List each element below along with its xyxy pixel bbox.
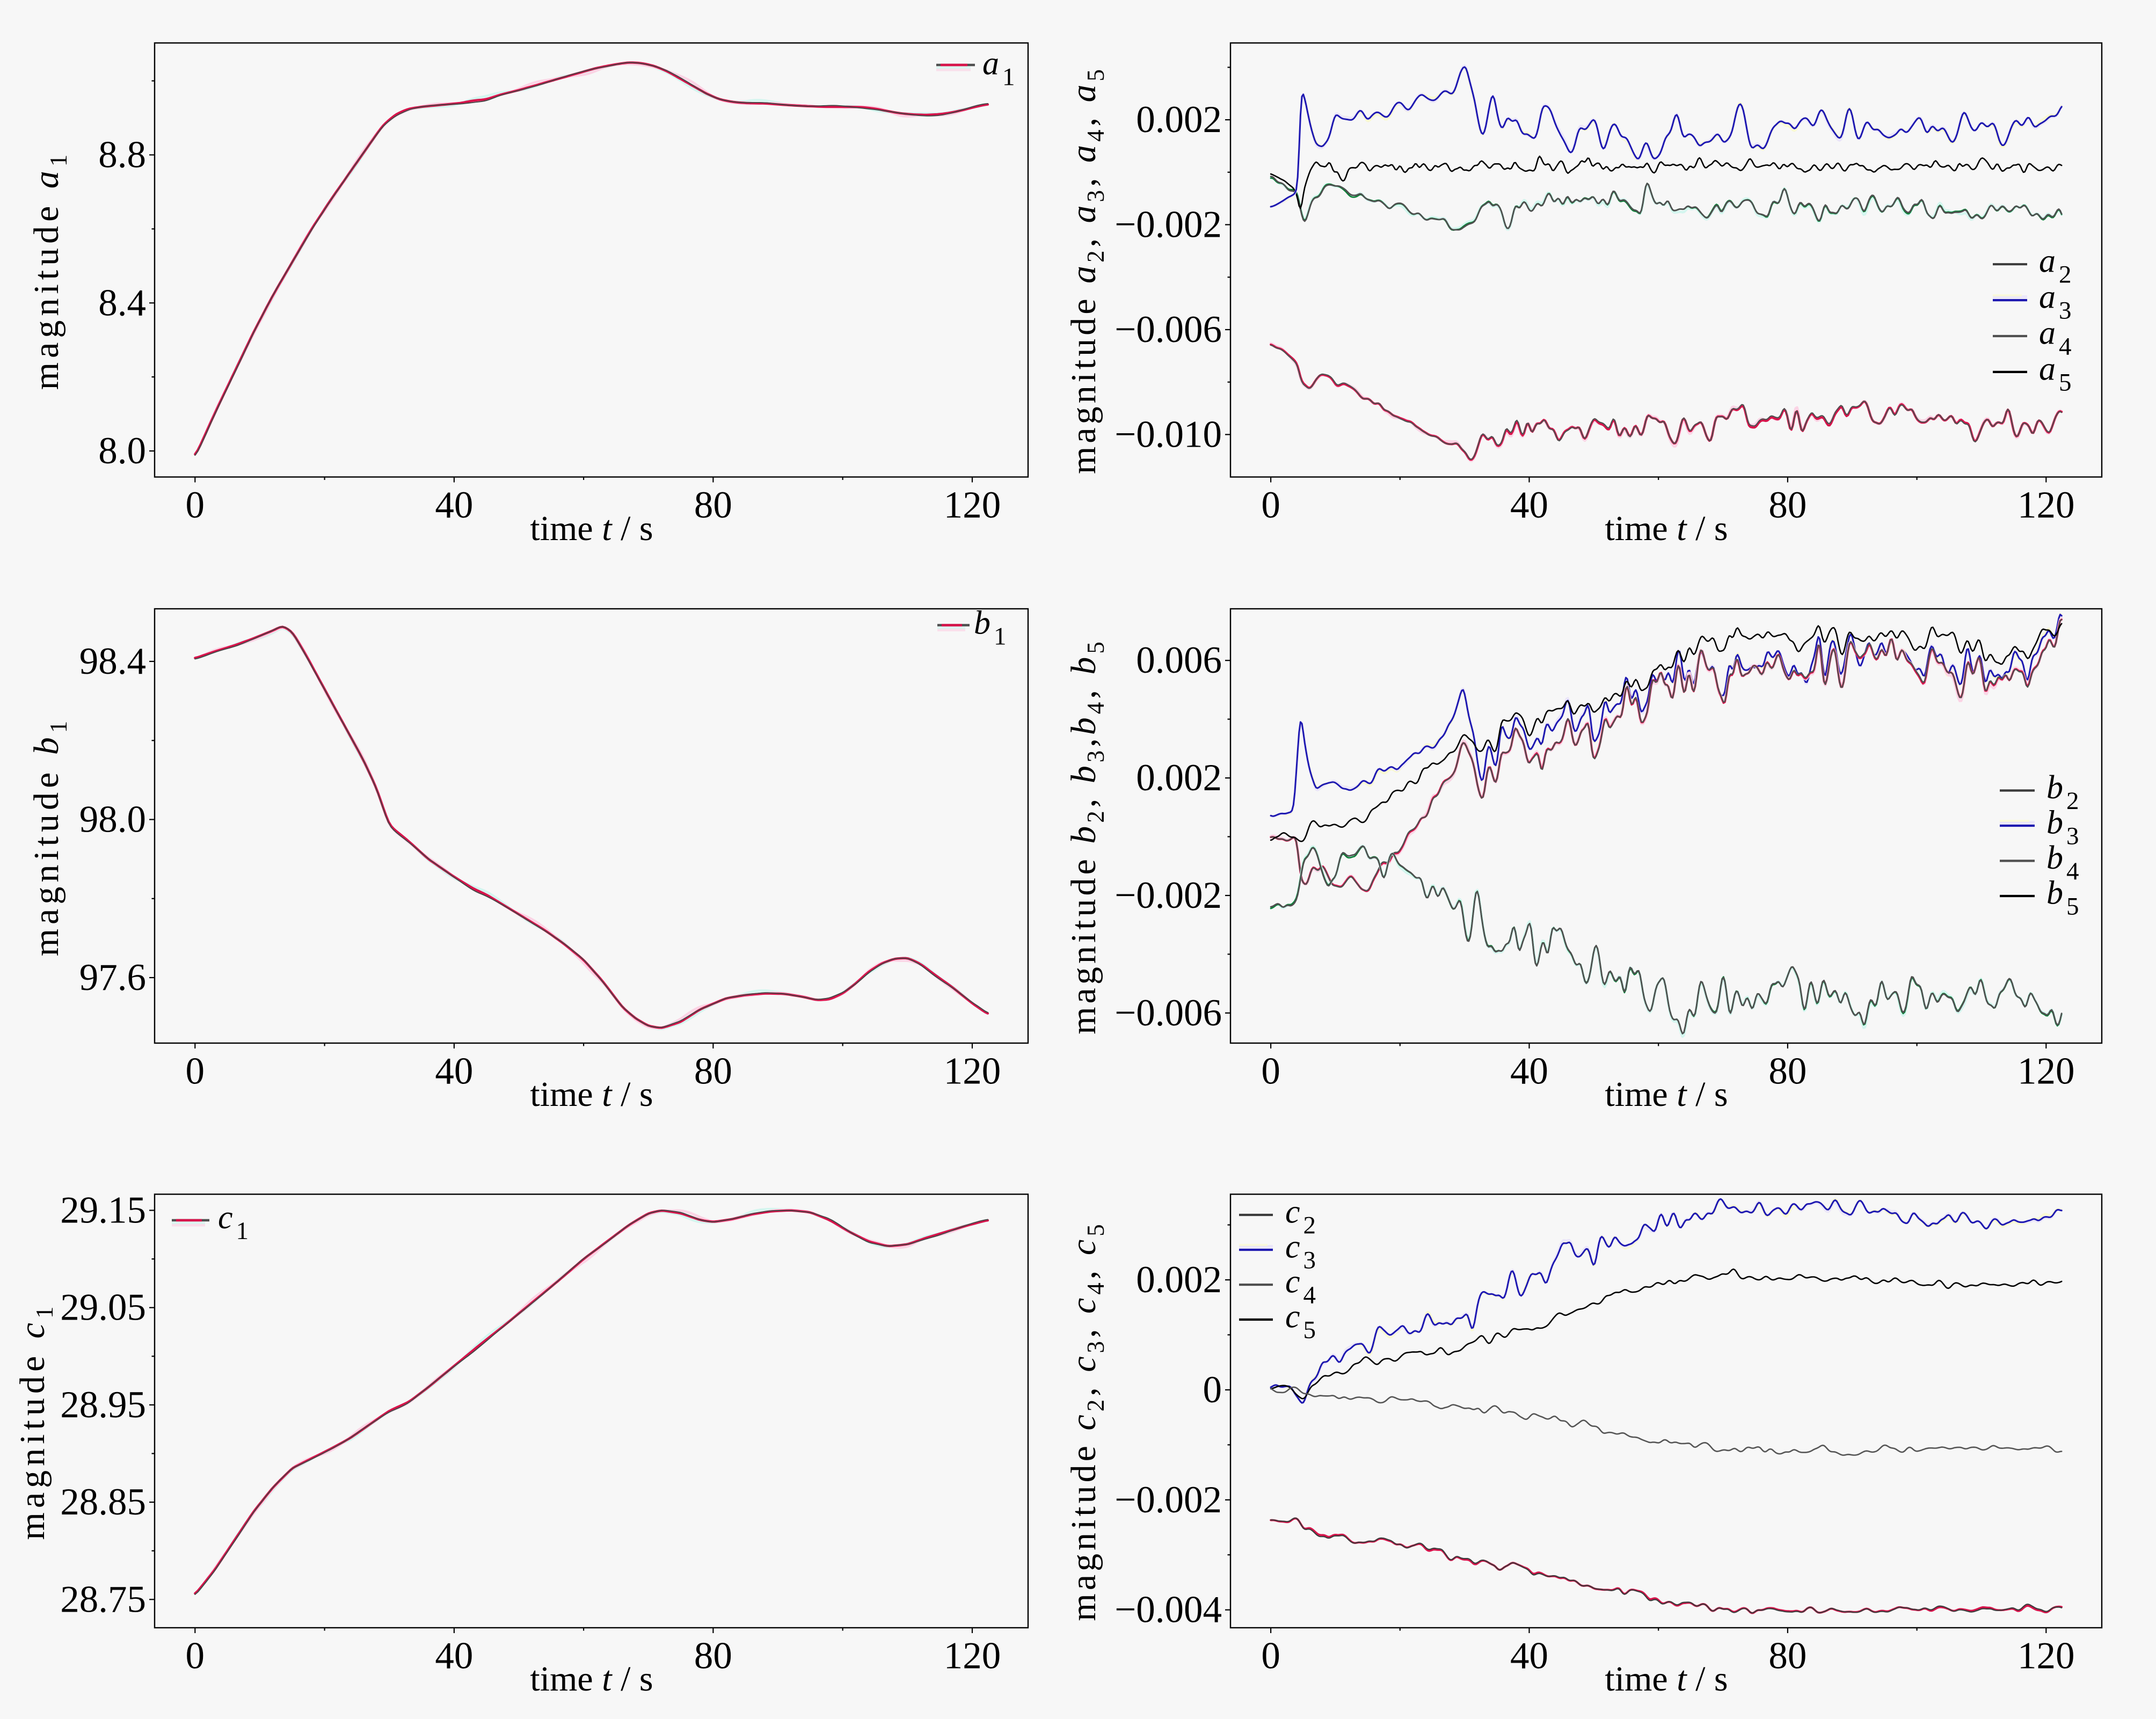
svg-text:98.4: 98.4 [79,640,146,682]
svg-text:−0.010: −0.010 [1115,413,1222,455]
svg-text:0: 0 [1261,484,1280,526]
svg-text:40: 40 [1510,484,1548,526]
svg-text:80: 80 [694,484,732,526]
svg-text:28.75: 28.75 [60,1578,146,1620]
svg-text:0: 0 [1261,1051,1280,1092]
svg-text:80: 80 [694,1635,732,1677]
svg-text:time t / s: time t / s [1605,509,1728,548]
svg-text:0.002: 0.002 [1136,99,1222,141]
svg-text:magnitude b2, b3,b4, b5: magnitude b2, b3,b4, b5 [1064,638,1109,1035]
svg-text:a1: a1 [982,46,1015,91]
svg-text:−0.002: −0.002 [1115,1479,1222,1521]
svg-text:40: 40 [1510,1051,1548,1092]
svg-text:c3: c3 [1285,1229,1316,1274]
svg-text:−0.006: −0.006 [1115,309,1222,351]
svg-text:80: 80 [694,1051,732,1092]
svg-text:b4: b4 [2046,840,2079,885]
svg-text:80: 80 [1768,1635,1807,1677]
svg-text:40: 40 [435,1635,473,1677]
svg-text:0: 0 [1203,1369,1222,1411]
svg-text:time t / s: time t / s [530,1659,653,1699]
svg-text:120: 120 [944,484,1001,526]
svg-text:−0.004: −0.004 [1115,1589,1222,1631]
svg-text:a5: a5 [2039,351,2072,396]
svg-text:120: 120 [944,1635,1001,1677]
svg-text:time t / s: time t / s [1605,1075,1728,1114]
svg-text:97.6: 97.6 [79,957,146,999]
svg-text:40: 40 [435,484,473,526]
svg-text:magnitude b1: magnitude b1 [27,717,72,957]
svg-text:40: 40 [1510,1635,1548,1677]
svg-text:c2: c2 [1285,1194,1316,1240]
svg-text:8.8: 8.8 [98,134,146,176]
svg-text:magnitude a1: magnitude a1 [27,150,72,390]
svg-text:8.4: 8.4 [98,282,146,324]
svg-text:b1: b1 [974,605,1007,651]
svg-text:80: 80 [1768,484,1807,526]
svg-text:b2: b2 [2046,769,2079,815]
svg-text:0.006: 0.006 [1136,639,1222,681]
svg-text:c5: c5 [1285,1299,1316,1344]
svg-text:magnitude a2, a3, a4, a5: magnitude a2, a3, a4, a5 [1064,66,1109,474]
svg-text:time t / s: time t / s [1605,1659,1728,1699]
svg-text:0.002: 0.002 [1136,1259,1222,1301]
svg-text:0: 0 [186,484,205,526]
svg-text:8.0: 8.0 [98,430,146,472]
svg-text:120: 120 [2017,1635,2075,1677]
svg-text:29.05: 29.05 [60,1287,146,1329]
svg-text:b3: b3 [2046,805,2079,850]
svg-text:a2: a2 [2039,243,2072,289]
svg-text:80: 80 [1768,1051,1807,1092]
svg-text:120: 120 [2017,1051,2075,1092]
svg-text:−0.006: −0.006 [1115,992,1222,1034]
svg-text:40: 40 [435,1051,473,1092]
svg-text:0.002: 0.002 [1136,757,1222,799]
svg-text:b5: b5 [2046,875,2079,921]
svg-text:c4: c4 [1285,1264,1316,1309]
svg-text:28.95: 28.95 [60,1384,146,1426]
svg-text:0: 0 [186,1635,205,1677]
svg-text:0: 0 [186,1051,205,1092]
svg-text:28.85: 28.85 [60,1481,146,1523]
svg-text:a3: a3 [2039,279,2072,325]
svg-text:magnitude c1: magnitude c1 [13,1302,58,1540]
svg-text:−0.002: −0.002 [1115,204,1222,246]
svg-text:120: 120 [944,1051,1001,1092]
svg-text:98.0: 98.0 [79,799,146,841]
svg-text:−0.002: −0.002 [1115,875,1222,916]
svg-text:time t / s: time t / s [530,1075,653,1114]
svg-text:magnitude c2, c3, c4, c5: magnitude c2, c3, c4, c5 [1064,1221,1109,1621]
svg-text:0: 0 [1261,1635,1280,1677]
svg-text:a4: a4 [2039,315,2072,361]
svg-text:29.15: 29.15 [60,1190,146,1232]
svg-text:time t / s: time t / s [530,509,653,548]
svg-text:120: 120 [2017,484,2075,526]
svg-text:c1: c1 [218,1199,249,1245]
